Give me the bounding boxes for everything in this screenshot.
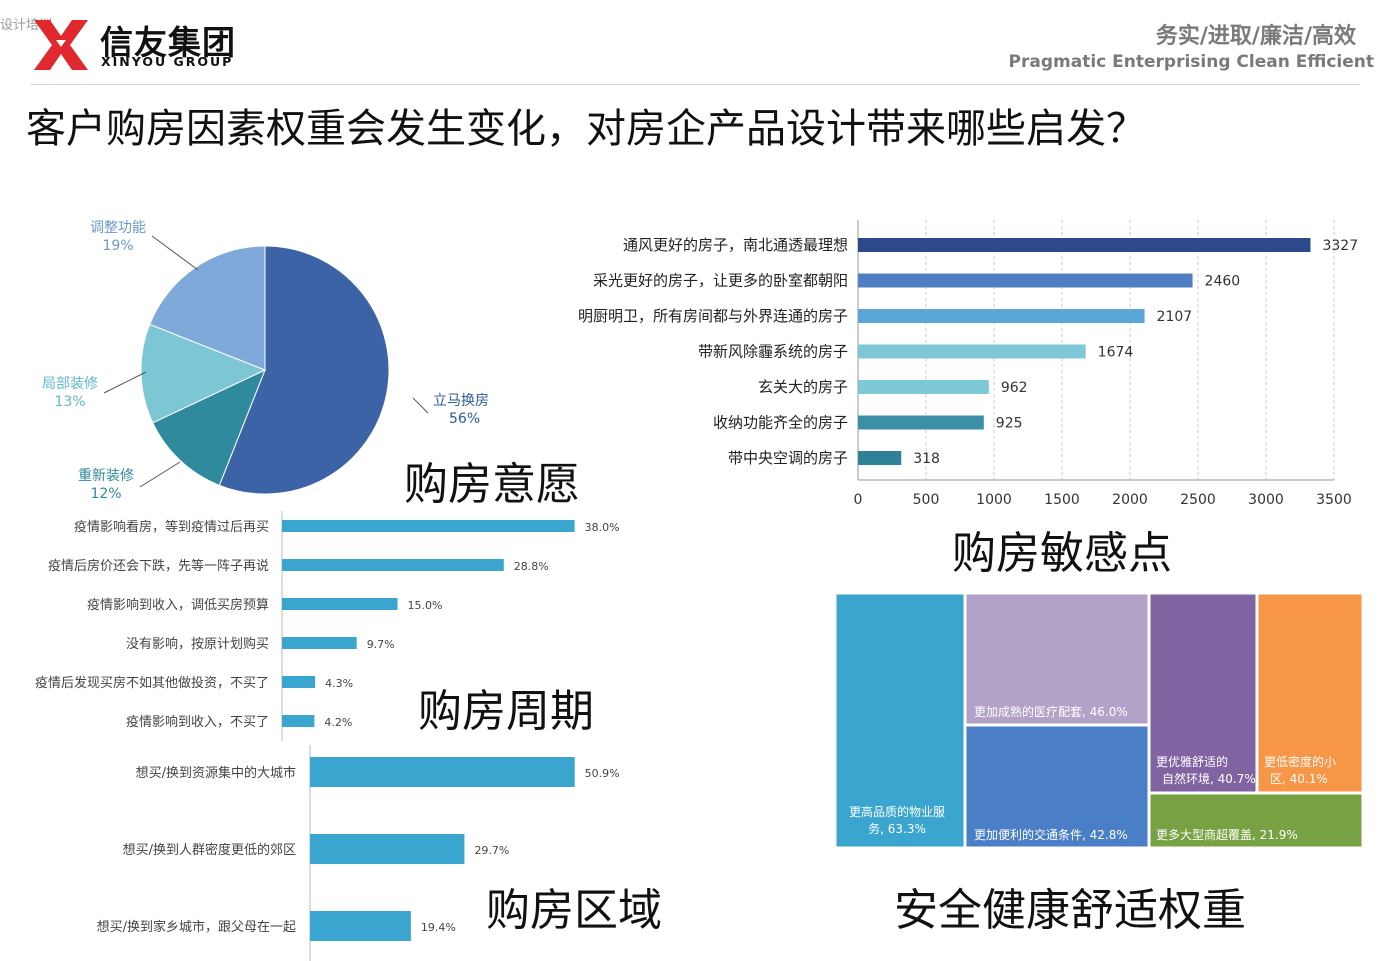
brand-name-en: XINYOU GROUP bbox=[101, 54, 234, 69]
section-title-safety: 安全健康舒适权重 bbox=[894, 885, 1246, 936]
pie-leader-line bbox=[103, 371, 147, 394]
sensitivity-bar bbox=[858, 309, 1145, 323]
treemap-label: 更优雅舒适的自然环境, 40.7% bbox=[1156, 754, 1256, 786]
value-label: 2107 bbox=[1157, 309, 1193, 325]
page-title: 客户购房因素权重会发生变化，对房企产品设计带来哪些启发？ bbox=[26, 106, 1146, 152]
treemap-label: 更加便利的交通条件, 42.8% bbox=[974, 827, 1128, 842]
region-bar bbox=[310, 757, 575, 787]
category-label: 疫情后发现买房不如其他做投资，不买了 bbox=[35, 675, 269, 691]
category-label: 疫情影响到收入，不买了 bbox=[126, 714, 269, 730]
x-tick-label: 1000 bbox=[976, 492, 1012, 508]
pie-percent-label: 19% bbox=[102, 238, 133, 254]
pie-leader-line bbox=[151, 235, 199, 271]
sensitivity-bar bbox=[858, 344, 1086, 359]
category-label: 收纳功能齐全的房子 bbox=[713, 414, 848, 432]
region-bar bbox=[310, 911, 411, 941]
x-tick-label: 1500 bbox=[1044, 492, 1080, 508]
treemap-cell bbox=[1257, 593, 1363, 793]
xinyou-logo-icon bbox=[34, 20, 88, 70]
category-label: 带中央空调的房子 bbox=[728, 449, 848, 467]
sensitivity-bar bbox=[858, 273, 1193, 288]
treemap-label: 更高品质的物业服务, 63.3% bbox=[849, 804, 945, 836]
category-label: 带新风除霾系统的房子 bbox=[698, 343, 848, 361]
treemap-cell bbox=[835, 593, 965, 848]
category-label: 玄关大的房子 bbox=[758, 378, 848, 396]
cycle-bar bbox=[282, 637, 357, 649]
pie-label: 局部装修 bbox=[42, 376, 98, 392]
brand-name-cn: 信友集团 bbox=[100, 23, 236, 62]
treemap-label: 更多大型商超覆盖, 21.9% bbox=[1156, 827, 1298, 842]
value-label: 1674 bbox=[1098, 345, 1134, 361]
category-label: 想买/换到人群密度更低的郊区 bbox=[123, 842, 296, 858]
pie-percent-label: 12% bbox=[90, 486, 121, 502]
value-label: 4.3% bbox=[325, 677, 353, 690]
category-label: 疫情后房价还会下跌，先等一阵子再说 bbox=[48, 558, 269, 574]
treemap-cell bbox=[965, 725, 1149, 848]
cycle-bar bbox=[282, 520, 575, 532]
x-tick-label: 2000 bbox=[1112, 492, 1148, 508]
category-label: 想买/换到资源集中的大城市 bbox=[136, 765, 296, 781]
purchase-region-bar-chart: 想买/换到资源集中的大城市 50.9% 想买/换到人群密度更低的郊区 29.7% 想买/… bbox=[97, 745, 620, 961]
x-tick-label: 0 bbox=[854, 492, 863, 508]
pie-label: 立马换房 bbox=[433, 392, 489, 409]
purchase-cycle-bar-chart: 疫情影响看房，等到疫情过后再买 38.0% 疫情后房价还会下跌，先等一阵子再说 28.… bbox=[35, 511, 620, 741]
category-label: 明厨明卫，所有房间都与外界连通的房子 bbox=[578, 307, 848, 325]
cycle-bar bbox=[282, 676, 316, 688]
pie-slice bbox=[152, 369, 266, 486]
cycle-bar bbox=[282, 598, 398, 610]
value-label: 15.0% bbox=[408, 599, 443, 612]
safety-health-treemap: 更高品质的物业服务, 63.3% 更加成熟的医疗配套, 46.0% 更加便利的交通条… bbox=[835, 593, 1363, 848]
value-label: 28.8% bbox=[514, 560, 549, 573]
value-label: 3327 bbox=[1322, 238, 1358, 254]
section-title-cycle: 购房周期 bbox=[418, 686, 594, 737]
category-label: 采光更好的房子，让更多的卧室都朝阳 bbox=[593, 272, 848, 290]
value-label: 2460 bbox=[1205, 274, 1241, 290]
category-label: 没有影响，按原计划购买 bbox=[126, 636, 269, 652]
pie-leader-line bbox=[412, 397, 429, 414]
value-label: 4.2% bbox=[324, 716, 352, 729]
x-tick-label: 3000 bbox=[1248, 492, 1284, 508]
treemap-cell bbox=[1149, 793, 1363, 848]
purchase-intent-pie-chart: 立马换房 56% 重新装修 12% 局部装修 13% 调整功能 19% bbox=[42, 220, 489, 502]
treemap-cell bbox=[1149, 593, 1257, 793]
value-label: 962 bbox=[1001, 380, 1028, 396]
category-label: 疫情影响看房，等到疫情过后再买 bbox=[74, 519, 269, 535]
x-tick-label: 2500 bbox=[1180, 492, 1216, 508]
pie-label: 调整功能 bbox=[90, 220, 146, 236]
value-label: 19.4% bbox=[421, 921, 456, 934]
pie-slice bbox=[218, 245, 390, 495]
value-label: 925 bbox=[996, 416, 1023, 432]
x-tick-label: 500 bbox=[913, 492, 940, 508]
pie-percent-label: 56% bbox=[449, 411, 480, 427]
value-label: 50.9% bbox=[585, 767, 620, 780]
category-label: 疫情影响到收入，调低买房预算 bbox=[87, 597, 269, 613]
sensitivity-bar bbox=[858, 451, 902, 465]
value-label: 38.0% bbox=[585, 521, 620, 534]
x-tick-label: 3500 bbox=[1316, 492, 1352, 508]
treemap-cell bbox=[965, 593, 1149, 725]
region-bar bbox=[310, 834, 465, 864]
cycle-bar bbox=[282, 559, 504, 571]
purchase-sensitivity-bar-chart: 0 500 1000 1500 2000 2500 3000 3500 通风更好的房子，南北通透… bbox=[578, 220, 1358, 508]
section-title-sensitivity: 购房敏感点 bbox=[952, 528, 1172, 579]
motto-en: Pragmatic Enterprising Clean Efficient bbox=[1008, 52, 1374, 72]
treemap-label: 更低密度的小区, 40.1% bbox=[1264, 754, 1336, 786]
sensitivity-bar bbox=[858, 415, 984, 430]
value-label: 9.7% bbox=[367, 638, 395, 651]
value-label: 29.7% bbox=[474, 844, 509, 857]
category-label: 通风更好的房子，南北通透最理想 bbox=[623, 236, 848, 254]
cycle-bar bbox=[282, 715, 315, 727]
motto-cn: 务实/进取/廉洁/高效 bbox=[1155, 24, 1356, 49]
section-title-region: 购房区域 bbox=[486, 885, 662, 936]
header-divider bbox=[30, 84, 1360, 85]
treemap-label: 更加成熟的医疗配套, 46.0% bbox=[974, 704, 1128, 719]
sensitivity-bar bbox=[858, 380, 989, 394]
sensitivity-bar bbox=[858, 238, 1311, 252]
category-label: 想买/换到家乡城市，跟父母在一起 bbox=[97, 919, 296, 935]
section-title-intent: 购房意愿 bbox=[404, 459, 580, 510]
value-label: 318 bbox=[913, 451, 940, 467]
pie-percent-label: 13% bbox=[54, 394, 85, 410]
pie-leader-line bbox=[139, 461, 181, 488]
pie-label: 重新装修 bbox=[78, 468, 134, 484]
